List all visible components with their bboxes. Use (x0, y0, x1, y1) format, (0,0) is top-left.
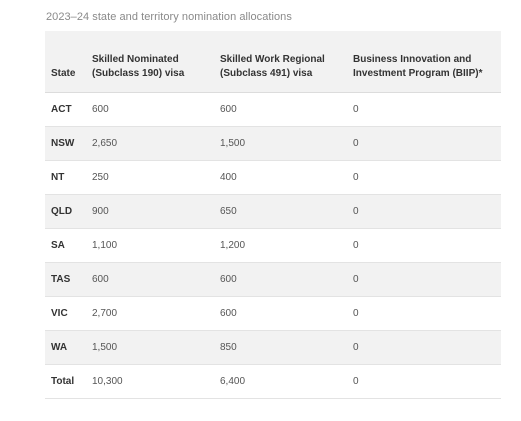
subclass-491-cell: 650 (214, 194, 347, 229)
subclass-491-cell: 1,200 (214, 228, 347, 263)
table-row: ACT 600 600 0 (45, 92, 501, 127)
biip-cell: 0 (347, 92, 501, 127)
subclass-491-cell: 600 (214, 296, 347, 331)
state-cell: ACT (45, 92, 86, 127)
biip-cell: 0 (347, 262, 501, 297)
table-row: WA 1,500 850 0 (45, 330, 501, 365)
table-row: NSW 2,650 1,500 0 (45, 126, 501, 161)
biip-cell: 0 (347, 296, 501, 331)
biip-cell: 0 (347, 228, 501, 263)
state-cell: NT (45, 160, 86, 195)
subclass-190-cell: 10,300 (86, 364, 214, 399)
subclass-190-cell: 2,700 (86, 296, 214, 331)
column-header-subclass-491: Skilled Work Regional (Subclass 491) vis… (214, 31, 347, 93)
subclass-491-cell: 6,400 (214, 364, 347, 399)
table-row: VIC 2,700 600 0 (45, 296, 501, 331)
table-header: State Skilled Nominated (Subclass 190) v… (45, 31, 501, 93)
table-row: QLD 900 650 0 (45, 194, 501, 229)
state-cell: TAS (45, 262, 86, 297)
state-cell: NSW (45, 126, 86, 161)
state-cell: Total (45, 364, 86, 399)
state-cell: QLD (45, 194, 86, 229)
subclass-190-cell: 2,650 (86, 126, 214, 161)
subclass-190-cell: 600 (86, 92, 214, 127)
subclass-190-cell: 250 (86, 160, 214, 195)
subclass-190-cell: 900 (86, 194, 214, 229)
biip-cell: 0 (347, 160, 501, 195)
biip-cell: 0 (347, 330, 501, 365)
subclass-491-cell: 400 (214, 160, 347, 195)
table-row: SA 1,100 1,200 0 (45, 228, 501, 263)
biip-cell: 0 (347, 364, 501, 399)
subclass-491-cell: 850 (214, 330, 347, 365)
table-caption: 2023–24 state and territory nomination a… (46, 11, 292, 23)
subclass-491-cell: 1,500 (214, 126, 347, 161)
column-header-state: State (45, 31, 86, 93)
state-cell: WA (45, 330, 86, 365)
table-row: TAS 600 600 0 (45, 262, 501, 297)
column-header-subclass-190: Skilled Nominated (Subclass 190) visa (86, 31, 214, 93)
column-header-biip: Business Innovation and Investment Progr… (347, 31, 501, 93)
table-row-total: Total 10,300 6,400 0 (45, 364, 501, 399)
subclass-190-cell: 1,500 (86, 330, 214, 365)
table-body: ACT 600 600 0 NSW 2,650 1,500 0 NT 250 4… (45, 92, 501, 399)
subclass-491-cell: 600 (214, 262, 347, 297)
subclass-190-cell: 600 (86, 262, 214, 297)
state-cell: SA (45, 228, 86, 263)
table-row: NT 250 400 0 (45, 160, 501, 195)
subclass-190-cell: 1,100 (86, 228, 214, 263)
subclass-491-cell: 600 (214, 92, 347, 127)
table-header-row: State Skilled Nominated (Subclass 190) v… (45, 31, 501, 93)
nomination-allocations-table: State Skilled Nominated (Subclass 190) v… (45, 31, 501, 399)
biip-cell: 0 (347, 126, 501, 161)
biip-cell: 0 (347, 194, 501, 229)
state-cell: VIC (45, 296, 86, 331)
